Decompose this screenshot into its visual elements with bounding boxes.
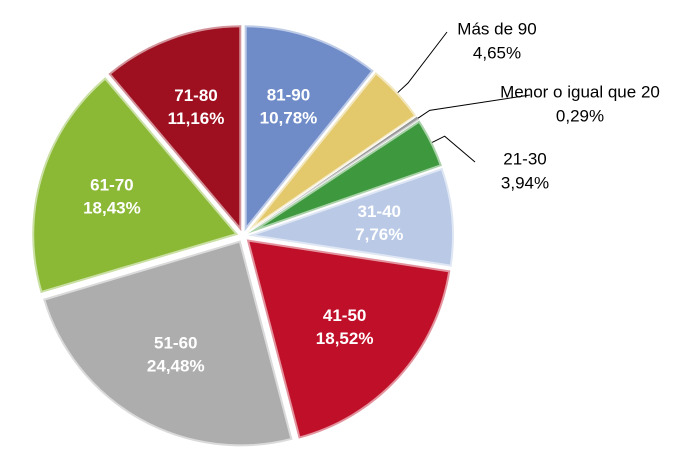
pie-slice (41, 238, 295, 449)
slice-label: 71-80 (174, 86, 217, 105)
slice-value-label: 11,16% (168, 109, 225, 128)
pie-slice (244, 237, 453, 441)
slice-value-label: 3,94% (501, 173, 549, 192)
leader-line (417, 94, 531, 119)
pie-slice (106, 23, 244, 234)
slice-label: 21-30 (503, 149, 546, 168)
slice-value-label: 18,52% (316, 329, 374, 348)
slice-label: 41-50 (323, 306, 366, 325)
slice-label: 51-60 (154, 334, 197, 353)
slice-value-label: 4,65% (473, 43, 521, 62)
slice-label: 31-40 (358, 202, 401, 221)
pie-slice (242, 23, 376, 234)
slice-label: 81-90 (267, 85, 310, 104)
slice-value-label: 7,76% (355, 225, 403, 244)
slice-label: Menor o igual que 20 (500, 82, 660, 101)
slice-label: Más de 90 (457, 19, 536, 38)
pie-slice (245, 165, 456, 269)
slice-value-label: 10,78% (260, 108, 318, 127)
slice-value-label: 24,48% (147, 357, 205, 376)
slice-label: 61-70 (90, 175, 133, 194)
leader-line (397, 31, 448, 93)
leader-line (431, 135, 476, 163)
slice-value-label: 18,43% (83, 198, 141, 217)
slice-value-label: 0,29% (556, 106, 604, 125)
pie-slice (30, 75, 241, 296)
